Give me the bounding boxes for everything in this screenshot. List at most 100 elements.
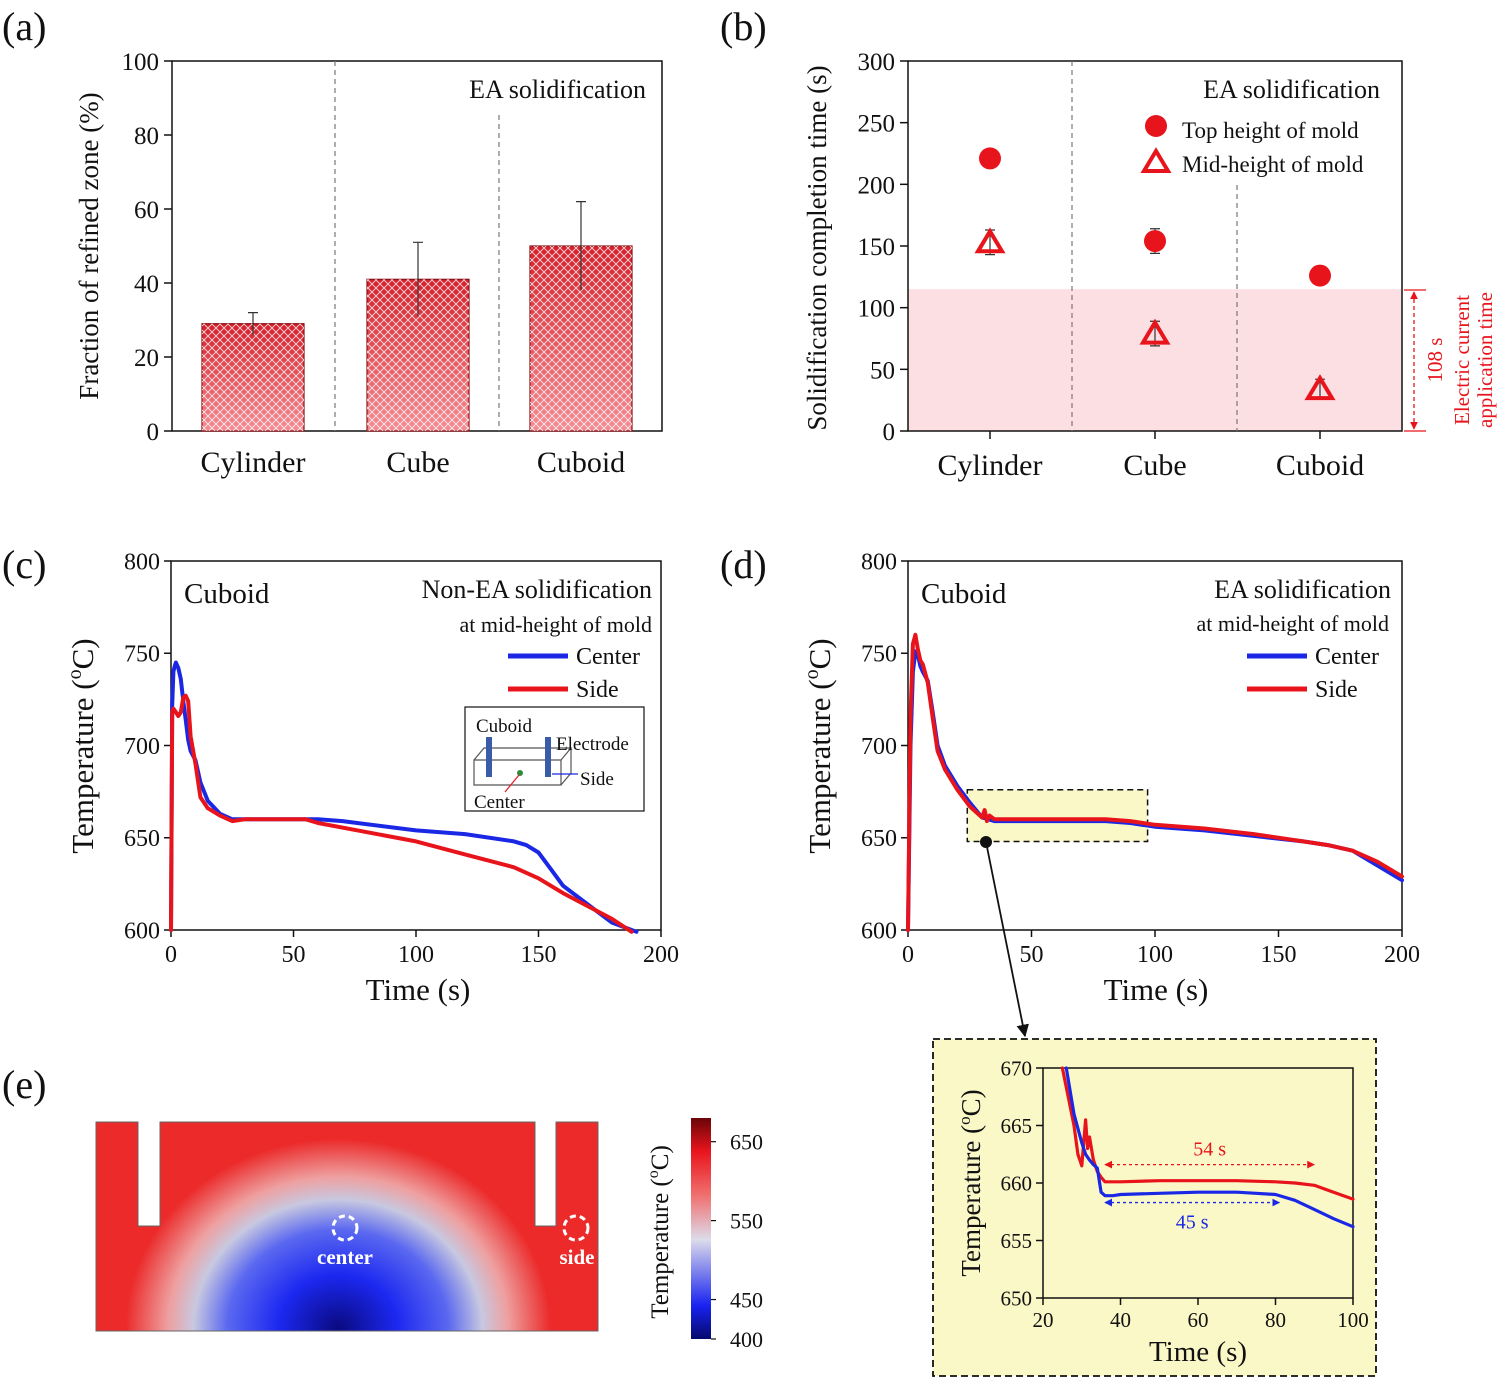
point-mid-cylinder — [974, 227, 1006, 254]
panel-label-e: (e) — [2, 1062, 46, 1107]
center-point — [517, 770, 523, 776]
zoom-highlight-box — [966, 789, 1149, 843]
colorbar — [691, 1118, 711, 1339]
side-marker — [562, 1214, 590, 1242]
y-tick-label-a: 40 — [134, 271, 159, 298]
y-tick-label-b: 100 — [858, 296, 896, 323]
corner-label-c: Cuboid — [184, 578, 270, 610]
legend-b: Top height of mold Mid-height of mold — [1140, 115, 1364, 177]
x-tick-label: 100 — [1337, 1308, 1369, 1332]
x-tick-label: 50 — [282, 942, 306, 968]
point-top-cylinder — [979, 147, 1001, 170]
x-category-label-b: Cube — [1123, 449, 1186, 482]
legend-label-mid: Mid-height of mold — [1182, 152, 1364, 177]
y-tick-label-b: 300 — [858, 49, 896, 76]
panel-label-c: (c) — [2, 542, 46, 587]
legend-label-center-c: Center — [576, 644, 640, 670]
y-tick-label-b: 50 — [870, 357, 895, 384]
y-tick-label: 800 — [861, 549, 897, 575]
series-line-side — [1060, 1066, 1355, 1201]
x-tick-label: 40 — [1110, 1308, 1131, 1332]
duration-label-blue: 45 s — [1176, 1212, 1209, 1234]
colorbar-tick-label: 450 — [730, 1288, 763, 1313]
x-tick-label: 50 — [1020, 942, 1044, 968]
y-tick-label-a: 0 — [147, 419, 160, 446]
colorbar-label: Temperature (oC) — [645, 1145, 674, 1319]
x-category-label-b: Cuboid — [1276, 449, 1364, 482]
y-axis-label-b: Solidification completion time (s) — [802, 65, 832, 430]
cuboid-box — [473, 747, 573, 786]
y-tick-label: 700 — [861, 734, 897, 760]
y-tick-label-a: 80 — [134, 123, 159, 150]
legend-label-side-c: Side — [576, 677, 619, 703]
y-axis-label-d: Temperature (oC) — [801, 638, 837, 853]
y-axis-label-a: Fraction of refined zone (%) — [74, 92, 104, 399]
error-bar-cube — [413, 241, 423, 317]
x-tick-label: 20 — [1033, 1308, 1054, 1332]
x-category-label-a: Cuboid — [537, 446, 625, 479]
colorbar-tick-label: 400 — [730, 1327, 763, 1352]
svg-text:Temperature (oC): Temperature (oC) — [645, 1145, 674, 1319]
center-marker-label: center — [317, 1245, 373, 1269]
x-tick-label: 80 — [1265, 1308, 1286, 1332]
y-tick-label-b: 200 — [858, 172, 896, 199]
panel-a: (a) 0 20 40 60 80 100 Cylinder Cube Cuboid EA s… — [2, 4, 663, 479]
y-tick-label: 800 — [124, 549, 160, 575]
y-tick-label-a: 100 — [122, 49, 160, 76]
x-tick-label: 100 — [398, 942, 434, 968]
y-tick-label-b: 150 — [858, 234, 896, 261]
panel-label-a: (a) — [2, 4, 46, 49]
inset-label-center: Center — [474, 792, 525, 813]
x-tick-label: 0 — [902, 942, 914, 968]
x-tick-label: 0 — [165, 942, 177, 968]
y-tick-label: 700 — [124, 734, 160, 760]
y-tick-label: 650 — [124, 826, 160, 852]
x-category-label-a: Cube — [386, 446, 449, 479]
x-tick-label: 200 — [643, 942, 679, 968]
panel-d: (d) 0 50 100 150 200 600 650 700 750 800 Cuboid E… — [720, 542, 1420, 1038]
chart-subtitle-c: at mid-height of mold — [460, 612, 652, 637]
error-bar-cuboid — [576, 201, 586, 291]
x-tick-label: 200 — [1384, 942, 1420, 968]
current-time-annotation: 108 s Electric current application time — [1404, 289, 1497, 432]
y-tick-label: 670 — [1001, 1056, 1033, 1080]
current-time-value: 108 s — [1423, 338, 1447, 383]
colorbar-tick-label: 550 — [730, 1209, 763, 1234]
y-tick-label: 600 — [124, 918, 160, 944]
series-line-side — [906, 632, 1404, 932]
center-marker — [331, 1214, 359, 1242]
bar-hatch-cylinder — [202, 323, 304, 431]
x-axis-label-d: Time (s) — [1104, 972, 1209, 1007]
y-tick-label: 650 — [1001, 1286, 1033, 1310]
electrode-right — [545, 737, 551, 777]
y-tick-label: 655 — [1001, 1229, 1033, 1253]
point-mid-cube — [1139, 318, 1171, 345]
point-top-cuboid — [1309, 264, 1331, 287]
current-time-label-2: application time — [1473, 292, 1497, 428]
y-tick-label: 750 — [124, 642, 160, 668]
x-tick-label: 150 — [1261, 942, 1297, 968]
chart-subtitle-d: at mid-height of mold — [1197, 611, 1389, 636]
legend-marker-top — [1145, 115, 1167, 137]
y-tick-label: 660 — [1001, 1171, 1033, 1195]
y-tick-label-b: 0 — [883, 419, 896, 446]
svg-text:Temperature (oC): Temperature (oC) — [64, 638, 100, 853]
inset-label-electrode: Electrode — [556, 734, 629, 755]
colorbar-tick-label: 650 — [730, 1130, 763, 1155]
x-tick-label: 100 — [1137, 942, 1173, 968]
series-line-center — [1064, 1066, 1355, 1229]
svg-text:Temperature (oC): Temperature (oC) — [801, 638, 837, 853]
electrode-left — [486, 737, 492, 777]
y-tick-label-b: 250 — [858, 111, 896, 138]
current-application-shade — [908, 289, 1402, 431]
legend-label-center-d: Center — [1315, 644, 1379, 670]
category-dividers-b — [1071, 61, 1238, 431]
series-line-side — [169, 693, 634, 934]
y-tick-label: 665 — [1001, 1114, 1033, 1138]
cuboid-schematic-inset: Cuboid Electrode Side Center — [464, 706, 645, 813]
corner-label-d: Cuboid — [921, 578, 1007, 610]
legend-label-top: Top height of mold — [1182, 118, 1359, 143]
panel-c: (c) 0 50 100 150 200 600 650 700 750 800 Cuboid N… — [2, 542, 679, 1007]
legend-marker-mid — [1140, 147, 1172, 173]
